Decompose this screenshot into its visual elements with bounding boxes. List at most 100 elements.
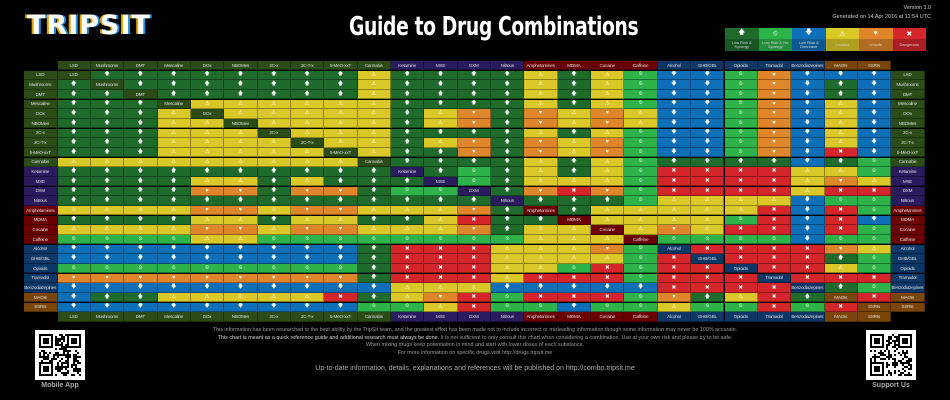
combo-cell-no-synergy-icon[interactable]: ⦸	[624, 244, 658, 254]
combo-cell-warning-icon[interactable]: ⚠	[157, 138, 191, 148]
combo-cell-arrow-up-icon[interactable]: 🡅	[491, 206, 525, 216]
combo-cell-no-synergy-icon[interactable]: ⦸	[624, 177, 658, 187]
column-header-tramadol[interactable]: Tramadol	[757, 61, 792, 71]
column-footer-lsd[interactable]: LSD	[57, 312, 91, 322]
combo-cell-no-synergy-icon[interactable]: ⦸	[124, 264, 158, 274]
row-label-mdma[interactable]: MDMA	[24, 215, 58, 225]
combo-cell-arrow-up-icon[interactable]: 🡅	[824, 90, 858, 100]
combo-cell-warning-icon[interactable]: ⚠	[591, 254, 625, 264]
combo-cell-no-synergy-icon[interactable]: ⦸	[791, 302, 825, 312]
combo-cell-arrow-up-icon[interactable]: 🡅	[557, 157, 592, 167]
combo-cell-no-synergy-icon[interactable]: ⦸	[524, 302, 558, 312]
combo-cell-arrow-up-icon[interactable]: 🡅	[424, 90, 458, 100]
combo-cell-arrow-up-icon[interactable]: 🡅	[424, 80, 458, 90]
combo-cell-warning-icon[interactable]: ⚠	[357, 119, 391, 129]
combo-cell-warning-icon[interactable]: ⚠	[190, 215, 225, 225]
combo-cell-arrow-up-icon[interactable]: 🡅	[90, 99, 125, 109]
combo-cell-x-icon[interactable]: ✖	[391, 254, 425, 264]
combo-cell-warning-icon[interactable]: ⚠	[624, 225, 658, 235]
column-header-dmt[interactable]: DMT	[124, 61, 158, 71]
combo-cell-arrow-down-icon[interactable]: 🡇	[791, 148, 825, 158]
combo-cell-x-icon[interactable]: ✖	[691, 244, 725, 254]
combo-cell-x-icon[interactable]: ✖	[457, 215, 492, 225]
combo-cell-unsafe-heart-icon[interactable]: ♥	[524, 119, 558, 129]
combo-cell-x-icon[interactable]: ✖	[757, 225, 792, 235]
combo-cell-no-synergy-icon[interactable]: ⦸	[624, 273, 658, 283]
combo-cell-arrow-up-icon[interactable]: 🡅	[57, 215, 91, 225]
combo-cell-arrow-down-icon[interactable]: 🡇	[591, 283, 625, 293]
column-header-2c-t-x[interactable]: 2C-T-x	[290, 61, 325, 71]
combo-cell-warning-icon[interactable]: ⚠	[524, 254, 558, 264]
combo-cell-warning-icon[interactable]: ⚠	[524, 177, 558, 187]
combo-cell-warning-icon[interactable]: ⚠	[591, 177, 625, 187]
combo-cell-warning-icon[interactable]: ⚠	[90, 206, 125, 216]
column-footer-nitrous[interactable]: Nitrous	[491, 312, 525, 322]
combo-cell-arrow-down-icon[interactable]: 🡇	[857, 109, 892, 119]
combo-cell-arrow-up-icon[interactable]: 🡅	[657, 157, 692, 167]
combo-cell-arrow-up-icon[interactable]: 🡅	[491, 90, 525, 100]
combo-cell-warning-icon[interactable]: ⚠	[324, 119, 358, 129]
combo-cell-unsafe-heart-icon[interactable]: ♥	[757, 128, 792, 138]
disclaimer-line-4[interactable]: For more information on specific drugs v…	[397, 349, 553, 356]
combo-cell-arrow-up-icon[interactable]: 🡅	[90, 119, 125, 129]
row-label-right-benzodiazepines[interactable]: Benzodiazepines	[891, 283, 925, 293]
combo-cell-no-synergy-icon[interactable]: ⦸	[424, 235, 458, 245]
combo-cell-warning-icon[interactable]: ⚠	[391, 206, 425, 216]
combo-cell-arrow-up-icon[interactable]: 🡅	[157, 70, 191, 80]
column-header-cocaine[interactable]: Cocaine	[591, 61, 625, 71]
combo-cell-warning-icon[interactable]: ⚠	[357, 80, 391, 90]
combo-cell-warning-icon[interactable]: ⚠	[357, 138, 391, 148]
combo-cell-no-synergy-icon[interactable]: ⦸	[457, 177, 492, 187]
combo-cell-x-icon[interactable]: ✖	[591, 264, 625, 274]
combo-cell-unsafe-heart-icon[interactable]: ♥	[157, 273, 191, 283]
combo-cell-arrow-up-icon[interactable]: 🡅	[124, 293, 158, 303]
combo-cell-no-synergy-icon[interactable]: ⦸	[157, 264, 191, 274]
column-footer-alcohol[interactable]: Alcohol	[657, 312, 692, 322]
row-label-opioids[interactable]: Opioids	[24, 264, 58, 274]
combo-cell-warning-icon[interactable]: ⚠	[290, 99, 325, 109]
combo-cell-arrow-down-icon[interactable]: 🡇	[691, 70, 725, 80]
combo-cell-warning-icon[interactable]: ⚠	[557, 148, 592, 158]
combo-cell-no-synergy-icon[interactable]: ⦸	[724, 235, 758, 245]
combo-cell-warning-icon[interactable]: ⚠	[391, 293, 425, 303]
combo-cell-unsafe-heart-icon[interactable]: ♥	[290, 206, 325, 216]
combo-cell-unsafe-heart-icon[interactable]: ♥	[90, 273, 125, 283]
combo-cell-warning-icon[interactable]: ⚠	[524, 167, 558, 177]
combo-cell-warning-icon[interactable]: ⚠	[657, 196, 692, 206]
combo-cell-warning-icon[interactable]: ⚠	[591, 99, 625, 109]
combo-cell-warning-icon[interactable]: ⚠	[357, 206, 391, 216]
combo-cell-arrow-down-icon[interactable]: 🡇	[657, 99, 692, 109]
combo-cell-warning-icon[interactable]: ⚠	[324, 157, 358, 167]
combo-cell-warning-icon[interactable]: ⚠	[591, 167, 625, 177]
combo-cell-arrow-down-icon[interactable]: 🡇	[791, 235, 825, 245]
row-label-nitrous[interactable]: Nitrous	[24, 196, 58, 206]
combo-cell-arrow-down-icon[interactable]: 🡇	[857, 138, 892, 148]
combo-cell-arrow-down-icon[interactable]: 🡇	[791, 90, 825, 100]
combo-cell-x-icon[interactable]: ✖	[691, 177, 725, 187]
column-footer-opioids[interactable]: Opioids	[724, 312, 758, 322]
combo-cell-arrow-up-icon[interactable]: 🡅	[257, 90, 291, 100]
column-header-dxm[interactable]: DXM	[457, 61, 492, 71]
combo-cell-warning-icon[interactable]: ⚠	[257, 119, 291, 129]
combo-cell-arrow-up-icon[interactable]: 🡅	[290, 196, 325, 206]
combo-cell-no-synergy-icon[interactable]: ⦸	[624, 70, 658, 80]
combo-cell-arrow-down-icon[interactable]: 🡇	[190, 283, 225, 293]
combo-cell-no-synergy-icon[interactable]: ⦸	[324, 235, 358, 245]
column-footer-amphetamines[interactable]: Amphetamines	[524, 312, 558, 322]
combo-cell-arrow-down-icon[interactable]: 🡇	[791, 225, 825, 235]
combo-cell-unsafe-heart-icon[interactable]: ♥	[591, 138, 625, 148]
combo-cell-no-synergy-icon[interactable]: ⦸	[224, 264, 258, 274]
combo-cell-no-synergy-icon[interactable]: ⦸	[624, 90, 658, 100]
combo-cell-arrow-up-icon[interactable]: 🡅	[90, 293, 125, 303]
combo-cell-no-synergy-icon[interactable]: ⦸	[857, 196, 892, 206]
combo-cell-no-synergy-icon[interactable]: ⦸	[624, 148, 658, 158]
combo-cell-arrow-up-icon[interactable]: 🡅	[57, 128, 91, 138]
combo-cell-arrow-up-icon[interactable]: 🡅	[491, 225, 525, 235]
combo-cell-arrow-up-icon[interactable]: 🡅	[124, 148, 158, 158]
combo-cell-arrow-up-icon[interactable]: 🡅	[357, 215, 391, 225]
combo-cell-warning-icon[interactable]: ⚠	[157, 206, 191, 216]
combo-cell-warning-icon[interactable]: ⚠	[824, 138, 858, 148]
combo-cell-no-synergy-icon[interactable]: ⦸	[691, 302, 725, 312]
combo-cell-arrow-up-icon[interactable]: 🡅	[290, 80, 325, 90]
combo-cell-arrow-up-icon[interactable]: 🡅	[424, 148, 458, 158]
